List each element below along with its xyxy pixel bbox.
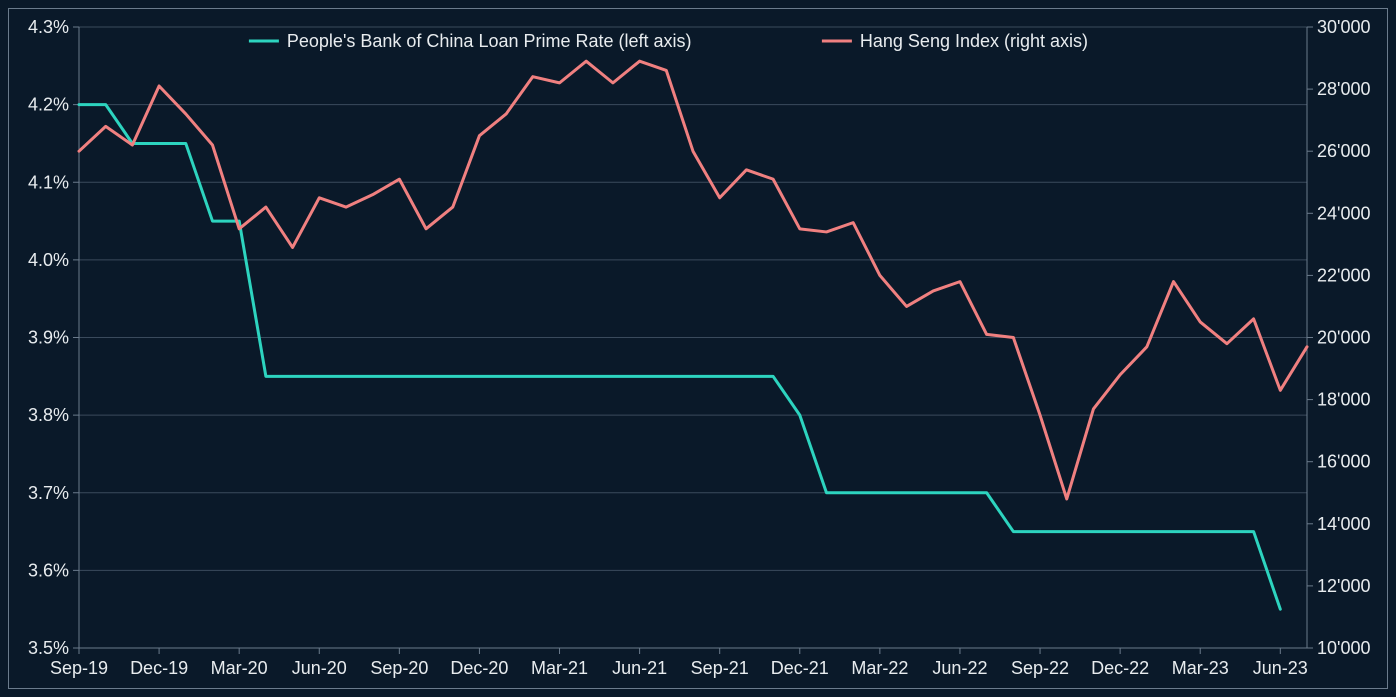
x-tick-label: Dec-21 [771, 658, 829, 678]
y-right-tick-label: 10'000 [1317, 638, 1371, 658]
x-tick-label: Mar-21 [531, 658, 588, 678]
x-tick-label: Jun-22 [932, 658, 987, 678]
x-tick-label: Jun-21 [612, 658, 667, 678]
x-tick-label: Mar-23 [1172, 658, 1229, 678]
y-left-tick-label: 3.9% [28, 328, 69, 348]
x-tick-label: Sep-19 [50, 658, 108, 678]
y-left-tick-label: 3.5% [28, 638, 69, 658]
series-hang-seng [79, 61, 1307, 499]
y-left-tick-label: 4.0% [28, 250, 69, 270]
dual-axis-line-chart: 3.5% 3.6% 3.7% 3.8% 3.9% 4.0% 4.1% 4.2% 4.3% 10'0… [9, 9, 1387, 688]
y-left-tick-label: 4.3% [28, 17, 69, 37]
y-right-tick-label: 12'000 [1317, 576, 1371, 596]
y-left-tick-label: 4.1% [28, 172, 69, 192]
chart-border: 3.5% 3.6% 3.7% 3.8% 3.9% 4.0% 4.1% 4.2% 4.3% 10'0… [8, 8, 1388, 689]
y-right-tick-label: 22'000 [1317, 265, 1371, 285]
y-right-tick-label: 20'000 [1317, 328, 1371, 348]
x-tick-label: Dec-20 [450, 658, 508, 678]
x-tick-label: Mar-20 [211, 658, 268, 678]
y-left-tick-label: 4.2% [28, 95, 69, 115]
y-right-tick-label: 18'000 [1317, 390, 1371, 410]
y-left-tick-label: 3.8% [28, 405, 69, 425]
y-right-tick-label: 16'000 [1317, 452, 1371, 472]
x-tick-label: Dec-19 [130, 658, 188, 678]
legend-item-loan-prime-rate: People's Bank of China Loan Prime Rate (… [287, 31, 692, 51]
y-right-tick-label: 14'000 [1317, 514, 1371, 534]
y-right-tick-label: 24'000 [1317, 203, 1371, 223]
chart-container: 3.5% 3.6% 3.7% 3.8% 3.9% 4.0% 4.1% 4.2% 4.3% 10'0… [0, 0, 1396, 697]
x-tick-label: Jun-23 [1253, 658, 1308, 678]
x-tick-label: Sep-21 [691, 658, 749, 678]
legend: People's Bank of China Loan Prime Rate (… [249, 31, 1088, 51]
legend-item-hang-seng: Hang Seng Index (right axis) [860, 31, 1088, 51]
y-right-tick-label: 26'000 [1317, 141, 1371, 161]
x-tick-label: Dec-22 [1091, 658, 1149, 678]
series-loan-prime-rate [79, 105, 1280, 610]
x-tick-label: Sep-20 [370, 658, 428, 678]
x-tick-label: Jun-20 [292, 658, 347, 678]
y-right-tick-label: 30'000 [1317, 17, 1371, 37]
x-tick-label: Mar-22 [851, 658, 908, 678]
y-left-tick-label: 3.6% [28, 560, 69, 580]
x-tick-label: Sep-22 [1011, 658, 1069, 678]
y-right-tick-label: 28'000 [1317, 79, 1371, 99]
y-left-tick-label: 3.7% [28, 483, 69, 503]
